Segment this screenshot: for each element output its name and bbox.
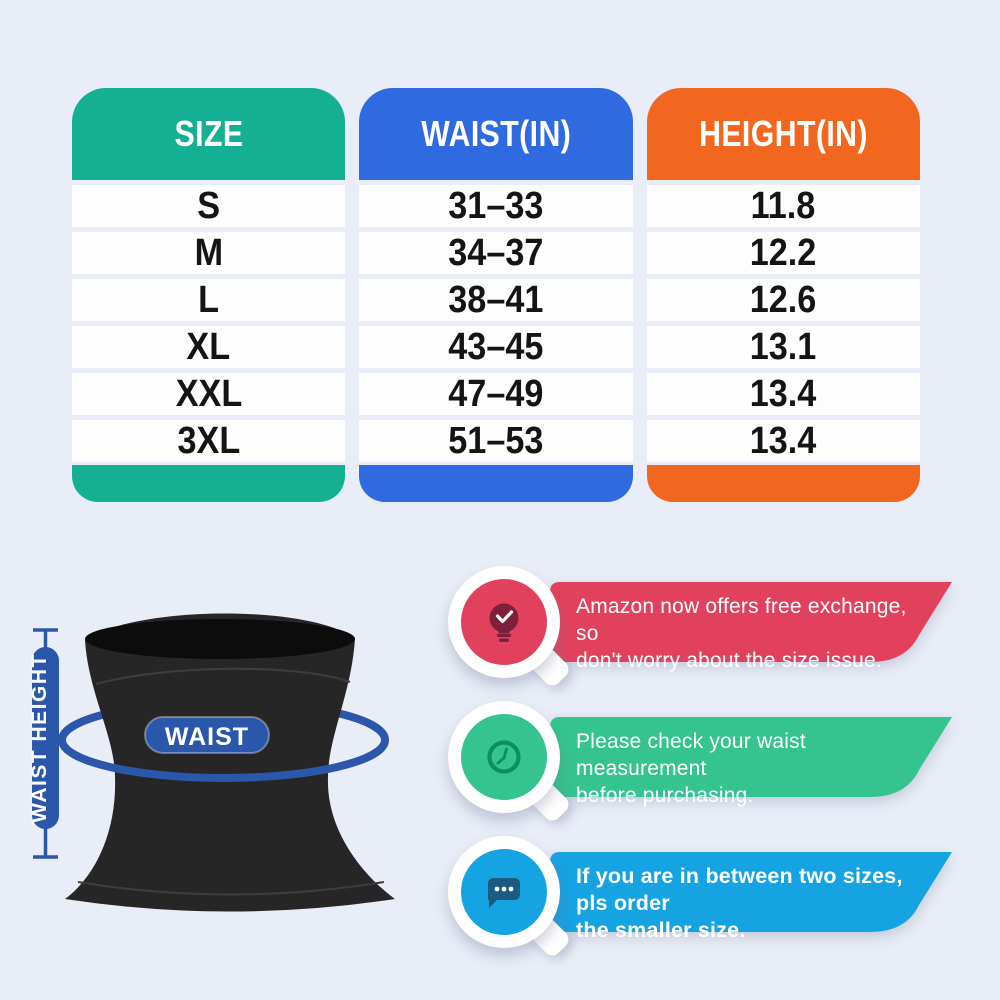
column-header-height: HEIGHT(IN) [646, 88, 920, 180]
column-header-label: WAIST(IN) [421, 113, 571, 154]
table-cell: 38–41 [359, 278, 633, 321]
cell-value: 13.4 [750, 419, 817, 462]
table-cell: 13.1 [646, 325, 920, 368]
table-cell: XXL [72, 372, 346, 415]
callout-bubble [448, 836, 573, 960]
column-footer-bar [646, 465, 920, 502]
callout-text-line: before purchasing. [576, 784, 754, 807]
column-footer-bar [359, 465, 633, 502]
column-header-label: SIZE [174, 113, 244, 154]
clock-icon [487, 740, 521, 774]
callout-banner [550, 852, 952, 932]
bubble-inner-circle [461, 849, 547, 935]
waist-ellipse-front [58, 739, 389, 782]
garment-stitching [77, 667, 385, 896]
chat-dots-icon [488, 878, 520, 908]
cell-value: M [194, 231, 223, 274]
cell-value: 13.1 [750, 325, 817, 368]
table-cell: 3XL [72, 419, 346, 462]
bubble-inner-circle [461, 714, 547, 800]
callout-bubble [448, 566, 573, 690]
column-header-label: HEIGHT(IN) [698, 113, 868, 154]
callout-text: Please check your waist measurement befo… [576, 728, 926, 809]
column-header-waist: WAIST(IN) [359, 88, 633, 180]
table-cell: 13.4 [646, 372, 920, 415]
bubble-inner-circle [461, 579, 547, 665]
callout-bubble [448, 701, 573, 825]
cell-value: 31–33 [448, 184, 544, 227]
garment-opening [85, 619, 355, 659]
table-cell: S [72, 184, 346, 227]
waist-trainer-garment [65, 613, 395, 912]
cell-value: 12.6 [750, 278, 817, 321]
cell-value: 43–45 [448, 325, 544, 368]
callout-text-line: don't worry about the size issue. [576, 649, 882, 672]
callout-text: If you are in between two sizes, pls ord… [576, 863, 926, 944]
table-cell: 12.2 [646, 231, 920, 274]
callout-between-sizes: If you are in between two sizes, pls ord… [448, 836, 968, 961]
callout-check-measurement: Please check your waist measurement befo… [448, 701, 968, 826]
table-cell: 43–45 [359, 325, 633, 368]
waist-label-pill [144, 716, 270, 754]
cell-value: 38–41 [448, 278, 544, 321]
table-cell: L [72, 278, 346, 321]
waist-height-pill [32, 647, 59, 829]
waist-height-label: WAIST HEIGHT [28, 653, 51, 823]
cell-value: XL [186, 325, 231, 368]
callout-text-line: Please check your waist measurement [576, 730, 806, 780]
callout-text-line: If you are in between two sizes, pls ord… [576, 864, 903, 915]
cell-value: 47–49 [448, 372, 544, 415]
cell-value: 34–37 [448, 231, 544, 274]
size-table: SIZE S M L XL XXL 3XL WAIST(IN) 31–33 34… [72, 88, 920, 502]
callout-banner [550, 717, 952, 797]
table-cell: M [72, 231, 346, 274]
table-cell: 34–37 [359, 231, 633, 274]
table-cell: XL [72, 325, 346, 368]
size-table-column-waist: WAIST(IN) 31–33 34–37 38–41 43–45 47–49 … [359, 88, 633, 502]
callout-text: Amazon now offers free exchange, so don'… [576, 593, 926, 674]
size-table-column-height: HEIGHT(IN) 11.8 12.2 12.6 13.1 13.4 13.4 [646, 88, 920, 502]
cell-value: XXL [175, 372, 242, 415]
table-cell: 12.6 [646, 278, 920, 321]
callout-banner [550, 582, 952, 662]
cell-value: 11.8 [750, 184, 816, 227]
table-cell: 11.8 [646, 184, 920, 227]
lightbulb-check-icon [489, 603, 519, 642]
cell-value: 51–53 [448, 419, 544, 462]
cell-value: 13.4 [750, 372, 817, 415]
cell-value: 3XL [177, 419, 241, 462]
cell-value: S [197, 184, 221, 227]
callout-free-exchange: Amazon now offers free exchange, so don'… [448, 566, 968, 691]
column-header-size: SIZE [72, 88, 346, 180]
size-table-column-size: SIZE S M L XL XXL 3XL [72, 88, 346, 502]
table-cell: 47–49 [359, 372, 633, 415]
table-cell: 51–53 [359, 419, 633, 462]
waist-trainer-diagram: WAIST HEIGHT WAIST [20, 592, 440, 937]
cell-value: 12.2 [750, 231, 817, 274]
waist-label: WAIST [165, 723, 249, 751]
callout-text-line: the smaller size. [576, 918, 746, 942]
column-footer-bar [72, 465, 346, 502]
table-cell: 13.4 [646, 419, 920, 462]
callout-text-line: Amazon now offers free exchange, so [576, 595, 907, 645]
waist-trainer-illustration: WAIST HEIGHT WAIST [28, 613, 395, 912]
cell-value: L [198, 278, 220, 321]
table-cell: 31–33 [359, 184, 633, 227]
